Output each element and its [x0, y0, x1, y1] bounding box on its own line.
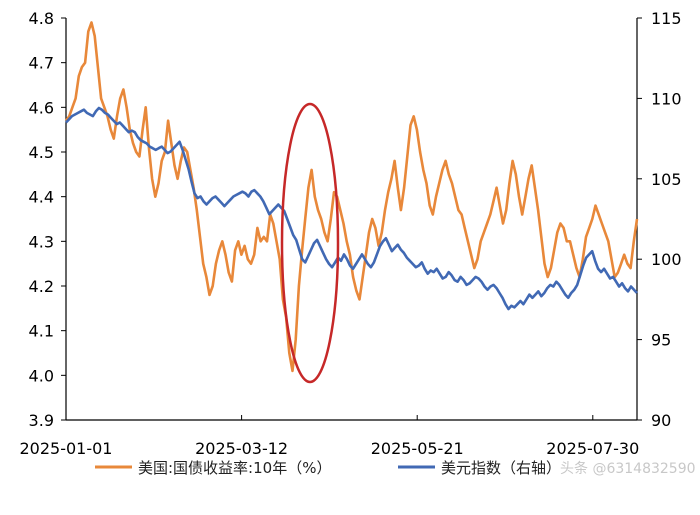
x-tick-label: 2025-07-30 — [546, 439, 639, 458]
legend-treasury-label: 美国:国债收益率:10年（%） — [138, 459, 331, 477]
x-tick-label: 2025-03-12 — [195, 439, 288, 458]
y-left-tick-label: 4.7 — [29, 54, 54, 73]
y-left-tick-label: 3.9 — [29, 411, 54, 430]
y-right-tick-labels: 90 95 100 105 110 115 — [637, 9, 682, 430]
y-right-tick-label: 100 — [651, 250, 682, 269]
highlight-ellipse — [280, 102, 340, 384]
y-left-tick-label: 4.2 — [29, 277, 54, 296]
legend-dxy-label: 美元指数（右轴） — [441, 459, 561, 477]
y-left-tick-label: 4.0 — [29, 366, 54, 385]
y-left-tick-label: 4.4 — [29, 188, 54, 207]
y-right-tick-label: 110 — [651, 89, 682, 108]
y-left-tick-label: 4.3 — [29, 232, 54, 251]
x-tick-label: 2025-05-21 — [371, 439, 464, 458]
y-left-tick-label: 4.6 — [29, 98, 54, 117]
y-right-tick-label: 90 — [651, 411, 671, 430]
y-left-tick-labels: 3.9 4.0 4.1 4.2 4.3 4.4 4.5 4.6 4.7 4.8 — [29, 9, 66, 430]
y-right-tick-label: 95 — [651, 331, 671, 350]
y-left-tick-label: 4.1 — [29, 322, 54, 341]
y-right-tick-label: 105 — [651, 170, 682, 189]
legend: 美国:国债收益率:10年（%） 美元指数（右轴） — [95, 459, 561, 477]
x-tick-label: 2025-01-01 — [20, 439, 113, 458]
axes — [65, 18, 638, 421]
y-left-tick-label: 4.8 — [29, 9, 54, 28]
treasury-10y-line — [64, 21, 639, 373]
y-right-tick-label: 115 — [651, 9, 682, 28]
watermark: 头条 @6314832590 — [560, 460, 696, 477]
x-tick-labels: 2025-01-01 2025-03-12 2025-05-21 2025-07-30 — [20, 415, 639, 458]
series-layer — [64, 21, 639, 373]
dxy-line — [65, 106, 638, 311]
y-left-tick-label: 4.5 — [29, 143, 54, 162]
